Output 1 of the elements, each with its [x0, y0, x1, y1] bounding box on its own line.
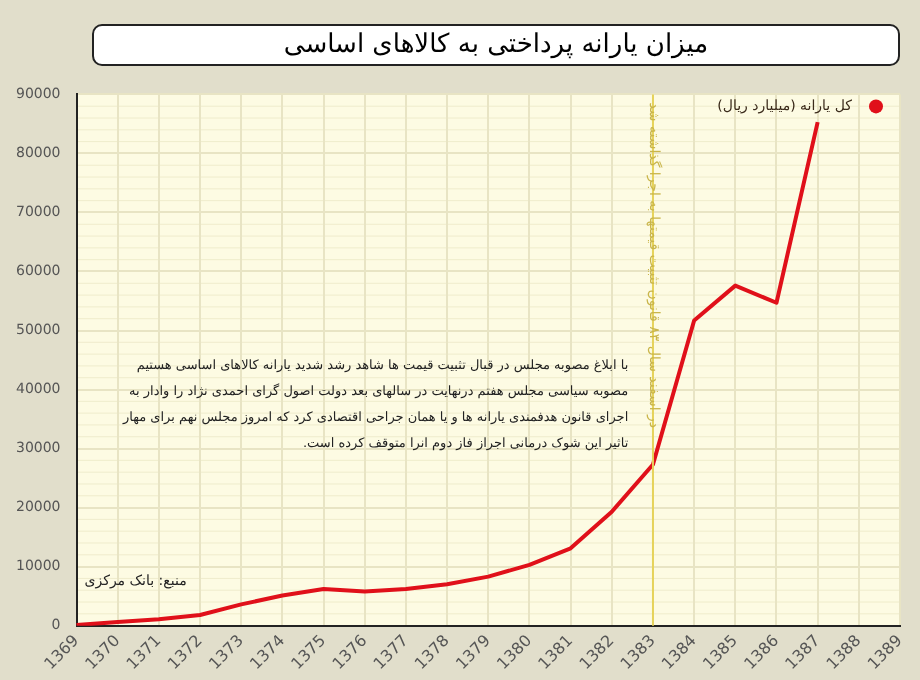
chart-title: میزان یارانه پرداختی به کالاهای اساسی — [92, 24, 900, 66]
